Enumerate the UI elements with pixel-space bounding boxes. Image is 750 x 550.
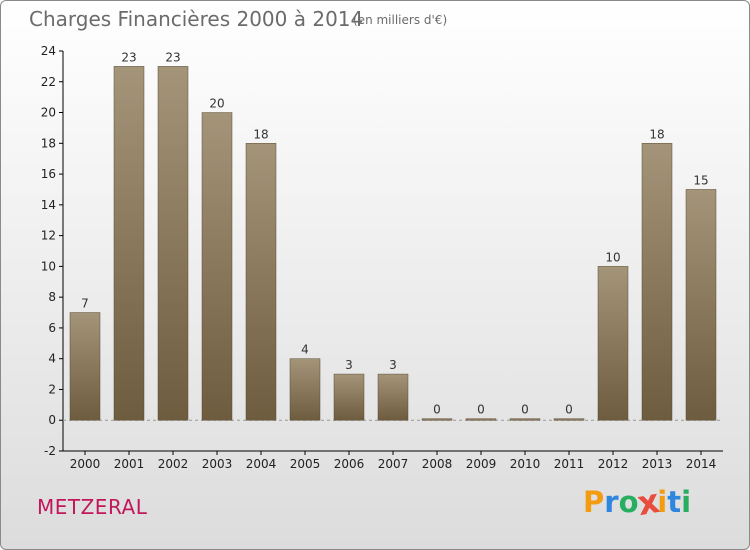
bar-2006 [333, 373, 365, 421]
proxiti-logo: Proxiti [583, 481, 692, 523]
bar-value-label: 0 [433, 403, 441, 417]
bar-value-label: 7 [81, 297, 89, 311]
x-tick-label: 2013 [642, 457, 673, 471]
bar-2011 [553, 418, 585, 421]
y-tick-label: 6 [48, 321, 56, 335]
bar-2012 [597, 266, 629, 421]
bar-2004 [245, 143, 277, 421]
bar-2010 [509, 418, 541, 421]
bar-2009 [465, 418, 497, 421]
bar-value-label: 20 [209, 97, 224, 111]
x-tick-label: 2000 [70, 457, 101, 471]
y-tick-label: 10 [41, 259, 56, 273]
x-tick-label: 2008 [422, 457, 453, 471]
y-tick-label: 8 [48, 290, 56, 304]
logo-letter: i [681, 485, 692, 519]
y-tick-label: 0 [48, 413, 56, 427]
bar-2014 [685, 189, 717, 421]
bar-2003 [201, 112, 233, 421]
y-tick-label: 20 [41, 106, 56, 120]
x-tick-label: 2005 [290, 457, 321, 471]
bar-value-label: 23 [165, 50, 180, 64]
chart-title: Charges Financières 2000 à 2014 [29, 7, 364, 31]
y-tick-label: 14 [41, 198, 56, 212]
y-tick-label: 4 [48, 352, 56, 366]
bar-value-label: 15 [693, 173, 708, 187]
x-tick-label: 2009 [466, 457, 497, 471]
y-tick-label: 22 [41, 75, 56, 89]
bar-value-label: 0 [521, 403, 529, 417]
x-tick-label: 2011 [554, 457, 585, 471]
bar-2001 [113, 66, 145, 421]
bar-value-label: 23 [121, 50, 136, 64]
bars: 7 23 23 20 18 4 3 3 0 0 0 0 10 18 15 [69, 50, 717, 421]
x-tick-label: 2006 [334, 457, 365, 471]
logo-letter: i [657, 485, 668, 519]
logo-letter: r [604, 485, 619, 519]
bar-value-label: 0 [565, 403, 573, 417]
y-tick-label: -2 [44, 444, 56, 458]
x-tick-label: 2001 [114, 457, 145, 471]
x-tick-label: 2007 [378, 457, 409, 471]
bar-2007 [377, 373, 409, 421]
x-tick-label: 2010 [510, 457, 541, 471]
y-tick-label: 2 [48, 382, 56, 396]
bar-value-label: 0 [477, 403, 485, 417]
y-tick-label: 24 [41, 44, 56, 58]
bar-value-label: 4 [301, 343, 309, 357]
bar-2000 [69, 312, 101, 421]
x-tick-label: 2004 [246, 457, 277, 471]
bar-value-label: 18 [649, 127, 664, 141]
bar-2002 [157, 66, 189, 421]
x-tick-label: 2002 [158, 457, 189, 471]
x-tick-label: 2003 [202, 457, 233, 471]
bar-2013 [641, 143, 673, 421]
bar-value-label: 10 [605, 250, 620, 264]
x-axis: 2000 2001 2002 2003 2004 2005 2006 2007 2008 2009… [63, 450, 723, 471]
y-tick-label: 18 [41, 136, 56, 150]
y-tick-label: 16 [41, 167, 56, 181]
bar-value-label: 18 [253, 127, 268, 141]
chart-unit-subtitle: (en milliers d'€) [353, 13, 448, 27]
commune-name: METZERAL [37, 495, 148, 519]
logo-letter: o [618, 485, 639, 519]
x-tick-label: 2012 [598, 457, 629, 471]
x-tick-label: 2014 [686, 457, 717, 471]
bar-value-label: 3 [389, 358, 397, 372]
bar-2008 [421, 418, 453, 421]
bar-value-label: 3 [345, 358, 353, 372]
bar-2005 [289, 358, 321, 421]
logo-letter: P [583, 485, 605, 519]
y-tick-label: 12 [41, 229, 56, 243]
logo-letter: t [667, 485, 682, 519]
